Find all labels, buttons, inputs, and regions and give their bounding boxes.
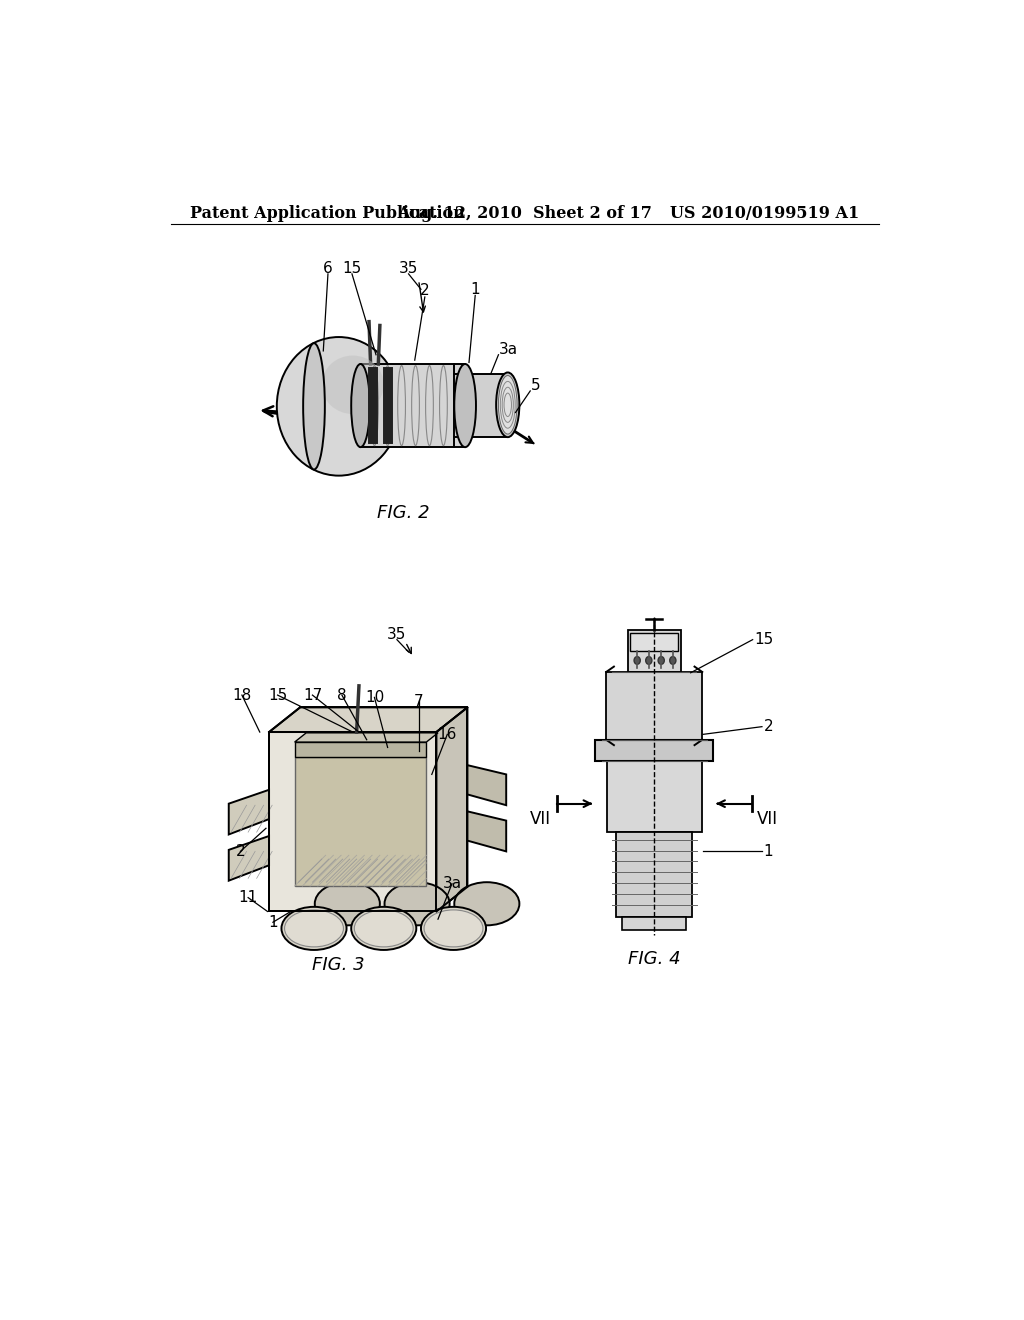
Text: VII: VII — [758, 810, 778, 828]
Polygon shape — [360, 364, 465, 447]
Text: 17: 17 — [303, 688, 323, 702]
Text: 8: 8 — [337, 688, 347, 702]
Text: 18: 18 — [232, 688, 252, 702]
Ellipse shape — [670, 656, 676, 664]
Polygon shape — [436, 708, 467, 911]
Text: 5: 5 — [531, 378, 541, 393]
Ellipse shape — [371, 366, 378, 446]
Ellipse shape — [282, 907, 346, 950]
Text: FIG. 4: FIG. 4 — [628, 950, 681, 968]
Text: 35: 35 — [387, 627, 407, 642]
Text: 16: 16 — [437, 727, 457, 742]
Polygon shape — [606, 672, 702, 739]
Polygon shape — [454, 374, 508, 437]
Ellipse shape — [412, 366, 420, 446]
Text: 2: 2 — [236, 843, 245, 859]
Ellipse shape — [658, 656, 665, 664]
Text: VII: VII — [530, 810, 551, 828]
Ellipse shape — [455, 364, 476, 447]
Polygon shape — [269, 708, 467, 733]
Ellipse shape — [397, 366, 406, 446]
Text: 15: 15 — [342, 261, 361, 276]
Text: Patent Application Publication: Patent Application Publication — [190, 206, 465, 222]
Ellipse shape — [276, 337, 400, 475]
Text: 3a: 3a — [499, 342, 517, 356]
Polygon shape — [228, 789, 269, 834]
Ellipse shape — [424, 909, 483, 946]
Ellipse shape — [439, 366, 447, 446]
Text: 1: 1 — [764, 843, 773, 859]
Polygon shape — [628, 630, 681, 672]
Ellipse shape — [499, 376, 517, 434]
Ellipse shape — [421, 907, 486, 950]
Text: 6: 6 — [324, 261, 333, 276]
Polygon shape — [295, 733, 438, 742]
Ellipse shape — [426, 366, 433, 446]
Text: 15: 15 — [755, 632, 773, 647]
Text: 15: 15 — [268, 688, 287, 702]
Text: 2: 2 — [420, 284, 430, 298]
Ellipse shape — [496, 372, 519, 437]
Polygon shape — [467, 766, 506, 805]
Ellipse shape — [351, 364, 370, 447]
Polygon shape — [295, 758, 426, 886]
Polygon shape — [616, 832, 692, 917]
Polygon shape — [369, 368, 377, 444]
Text: 2: 2 — [764, 719, 773, 734]
Text: 1: 1 — [268, 915, 278, 929]
Ellipse shape — [314, 882, 380, 925]
Ellipse shape — [322, 355, 384, 414]
Text: Aug. 12, 2010  Sheet 2 of 17: Aug. 12, 2010 Sheet 2 of 17 — [397, 206, 652, 222]
Polygon shape — [228, 836, 269, 880]
Polygon shape — [467, 812, 506, 851]
Polygon shape — [384, 368, 391, 444]
Polygon shape — [269, 733, 436, 911]
Ellipse shape — [354, 909, 414, 946]
Polygon shape — [607, 760, 701, 832]
Ellipse shape — [634, 656, 640, 664]
Text: FIG. 3: FIG. 3 — [312, 957, 366, 974]
Polygon shape — [295, 742, 426, 758]
Text: 7: 7 — [414, 694, 424, 709]
Polygon shape — [630, 632, 678, 651]
Text: 10: 10 — [365, 690, 384, 705]
Polygon shape — [595, 739, 713, 760]
Polygon shape — [623, 917, 686, 929]
Text: 1: 1 — [470, 281, 480, 297]
Ellipse shape — [384, 366, 391, 446]
Text: US 2010/0199519 A1: US 2010/0199519 A1 — [671, 206, 859, 222]
Ellipse shape — [351, 907, 417, 950]
Text: 35: 35 — [399, 261, 418, 276]
Ellipse shape — [455, 882, 519, 925]
Text: 11: 11 — [239, 890, 258, 906]
Text: FIG. 2: FIG. 2 — [377, 504, 429, 521]
Ellipse shape — [285, 909, 343, 946]
Text: 3a: 3a — [442, 876, 462, 891]
Ellipse shape — [385, 882, 450, 925]
Ellipse shape — [646, 656, 652, 664]
Ellipse shape — [303, 343, 325, 470]
